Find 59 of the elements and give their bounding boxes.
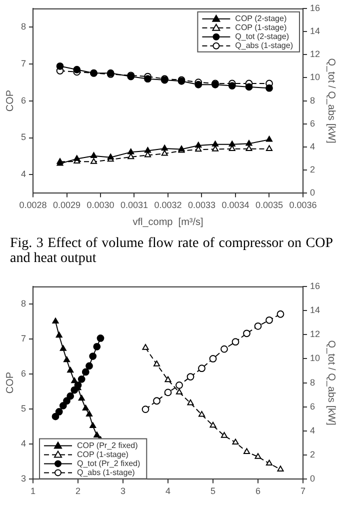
legend-label: Q_abs (1-stage) [77, 468, 136, 477]
y-tick-label: 4 [20, 169, 26, 180]
x-tick-label: 0.0028 [19, 200, 47, 210]
y-tick-label: 6 [20, 368, 26, 379]
x-tick-label: 0.0036 [289, 200, 317, 210]
y2-tick-label: 4 [310, 141, 316, 152]
x-tick-label: 0.0035 [255, 200, 284, 210]
y2-tick-label: 12 [310, 329, 320, 340]
y-tick-label: 4 [20, 438, 26, 449]
y2-tick-label: 8 [310, 95, 316, 106]
y2-tick-label: 6 [310, 118, 316, 128]
y2-axis-title: Q_tot / Q_abs [kW] [325, 58, 336, 144]
y2-tick-label: 8 [310, 377, 316, 388]
x-tick-label: 7 [300, 486, 306, 496]
legend-label: COP (2-stage) [235, 14, 287, 24]
y2-tick-label: 6 [310, 401, 316, 412]
y2-tick-label: 0 [310, 474, 316, 484]
y-tick-label: 7 [20, 333, 26, 344]
y-tick-label: 8 [20, 21, 26, 32]
x-tick-label: 6 [255, 486, 260, 496]
y2-tick-label: 14 [310, 26, 320, 36]
x-tick-label: 3 [120, 486, 126, 496]
x-tick-label: 2 [75, 486, 81, 496]
y2-tick-label: 14 [310, 304, 320, 315]
y2-tick-label: 2 [310, 450, 316, 460]
y2-tick-label: 0 [310, 188, 316, 198]
x-tick-label: 0.0029 [52, 200, 81, 210]
legend-label: COP (1-stage) [235, 23, 287, 32]
y2-tick-label: 16 [310, 2, 320, 13]
x-tick-label: 0.0031 [120, 200, 148, 210]
y-axis-title: COP [4, 90, 16, 112]
y2-tick-label: 16 [310, 280, 320, 291]
x-tick-label: 0.0033 [188, 200, 216, 210]
x-axis-title: vfl_comp [m³/s] [132, 216, 204, 228]
y2-tick-label: 10 [310, 72, 320, 82]
y-tick-label: 3 [20, 474, 26, 484]
y2-tick-label: 2 [310, 164, 316, 175]
y-tick-label: 7 [20, 58, 26, 68]
legend-label: COP (1-stage) [77, 450, 129, 459]
legend-label: COP (Pr_2 fixed) [77, 440, 138, 450]
y2-tick-label: 4 [310, 425, 316, 436]
x-tick-label: 5 [210, 486, 216, 496]
legend-label: Q_tot (Pr_2 fixed) [77, 458, 140, 468]
y-tick-label: 6 [20, 95, 26, 106]
x-tick-label: 0.0034 [222, 200, 250, 210]
y2-tick-label: 12 [310, 49, 320, 60]
y-tick-label: 5 [20, 132, 26, 142]
y2-axis-title: Q_tot / Q_abs [kW] [325, 340, 336, 426]
x-tick-label: 0.0032 [154, 200, 182, 210]
y-tick-label: 8 [20, 298, 26, 308]
legend-label: Q_abs (1-stage) [235, 41, 294, 50]
y2-tick-label: 10 [310, 353, 320, 364]
y-tick-label: 5 [20, 404, 26, 414]
legend-label: Q_tot (2-stage) [235, 32, 290, 42]
x-tick-label: 0.0030 [86, 200, 114, 210]
caption: Fig. 3 Effect of volume flow rate of compressor on COP and heat output [9, 235, 334, 268]
x-tick-label: 4 [165, 486, 171, 496]
x-tick-label: 1 [30, 486, 36, 496]
y-axis-title: COP [4, 372, 16, 394]
